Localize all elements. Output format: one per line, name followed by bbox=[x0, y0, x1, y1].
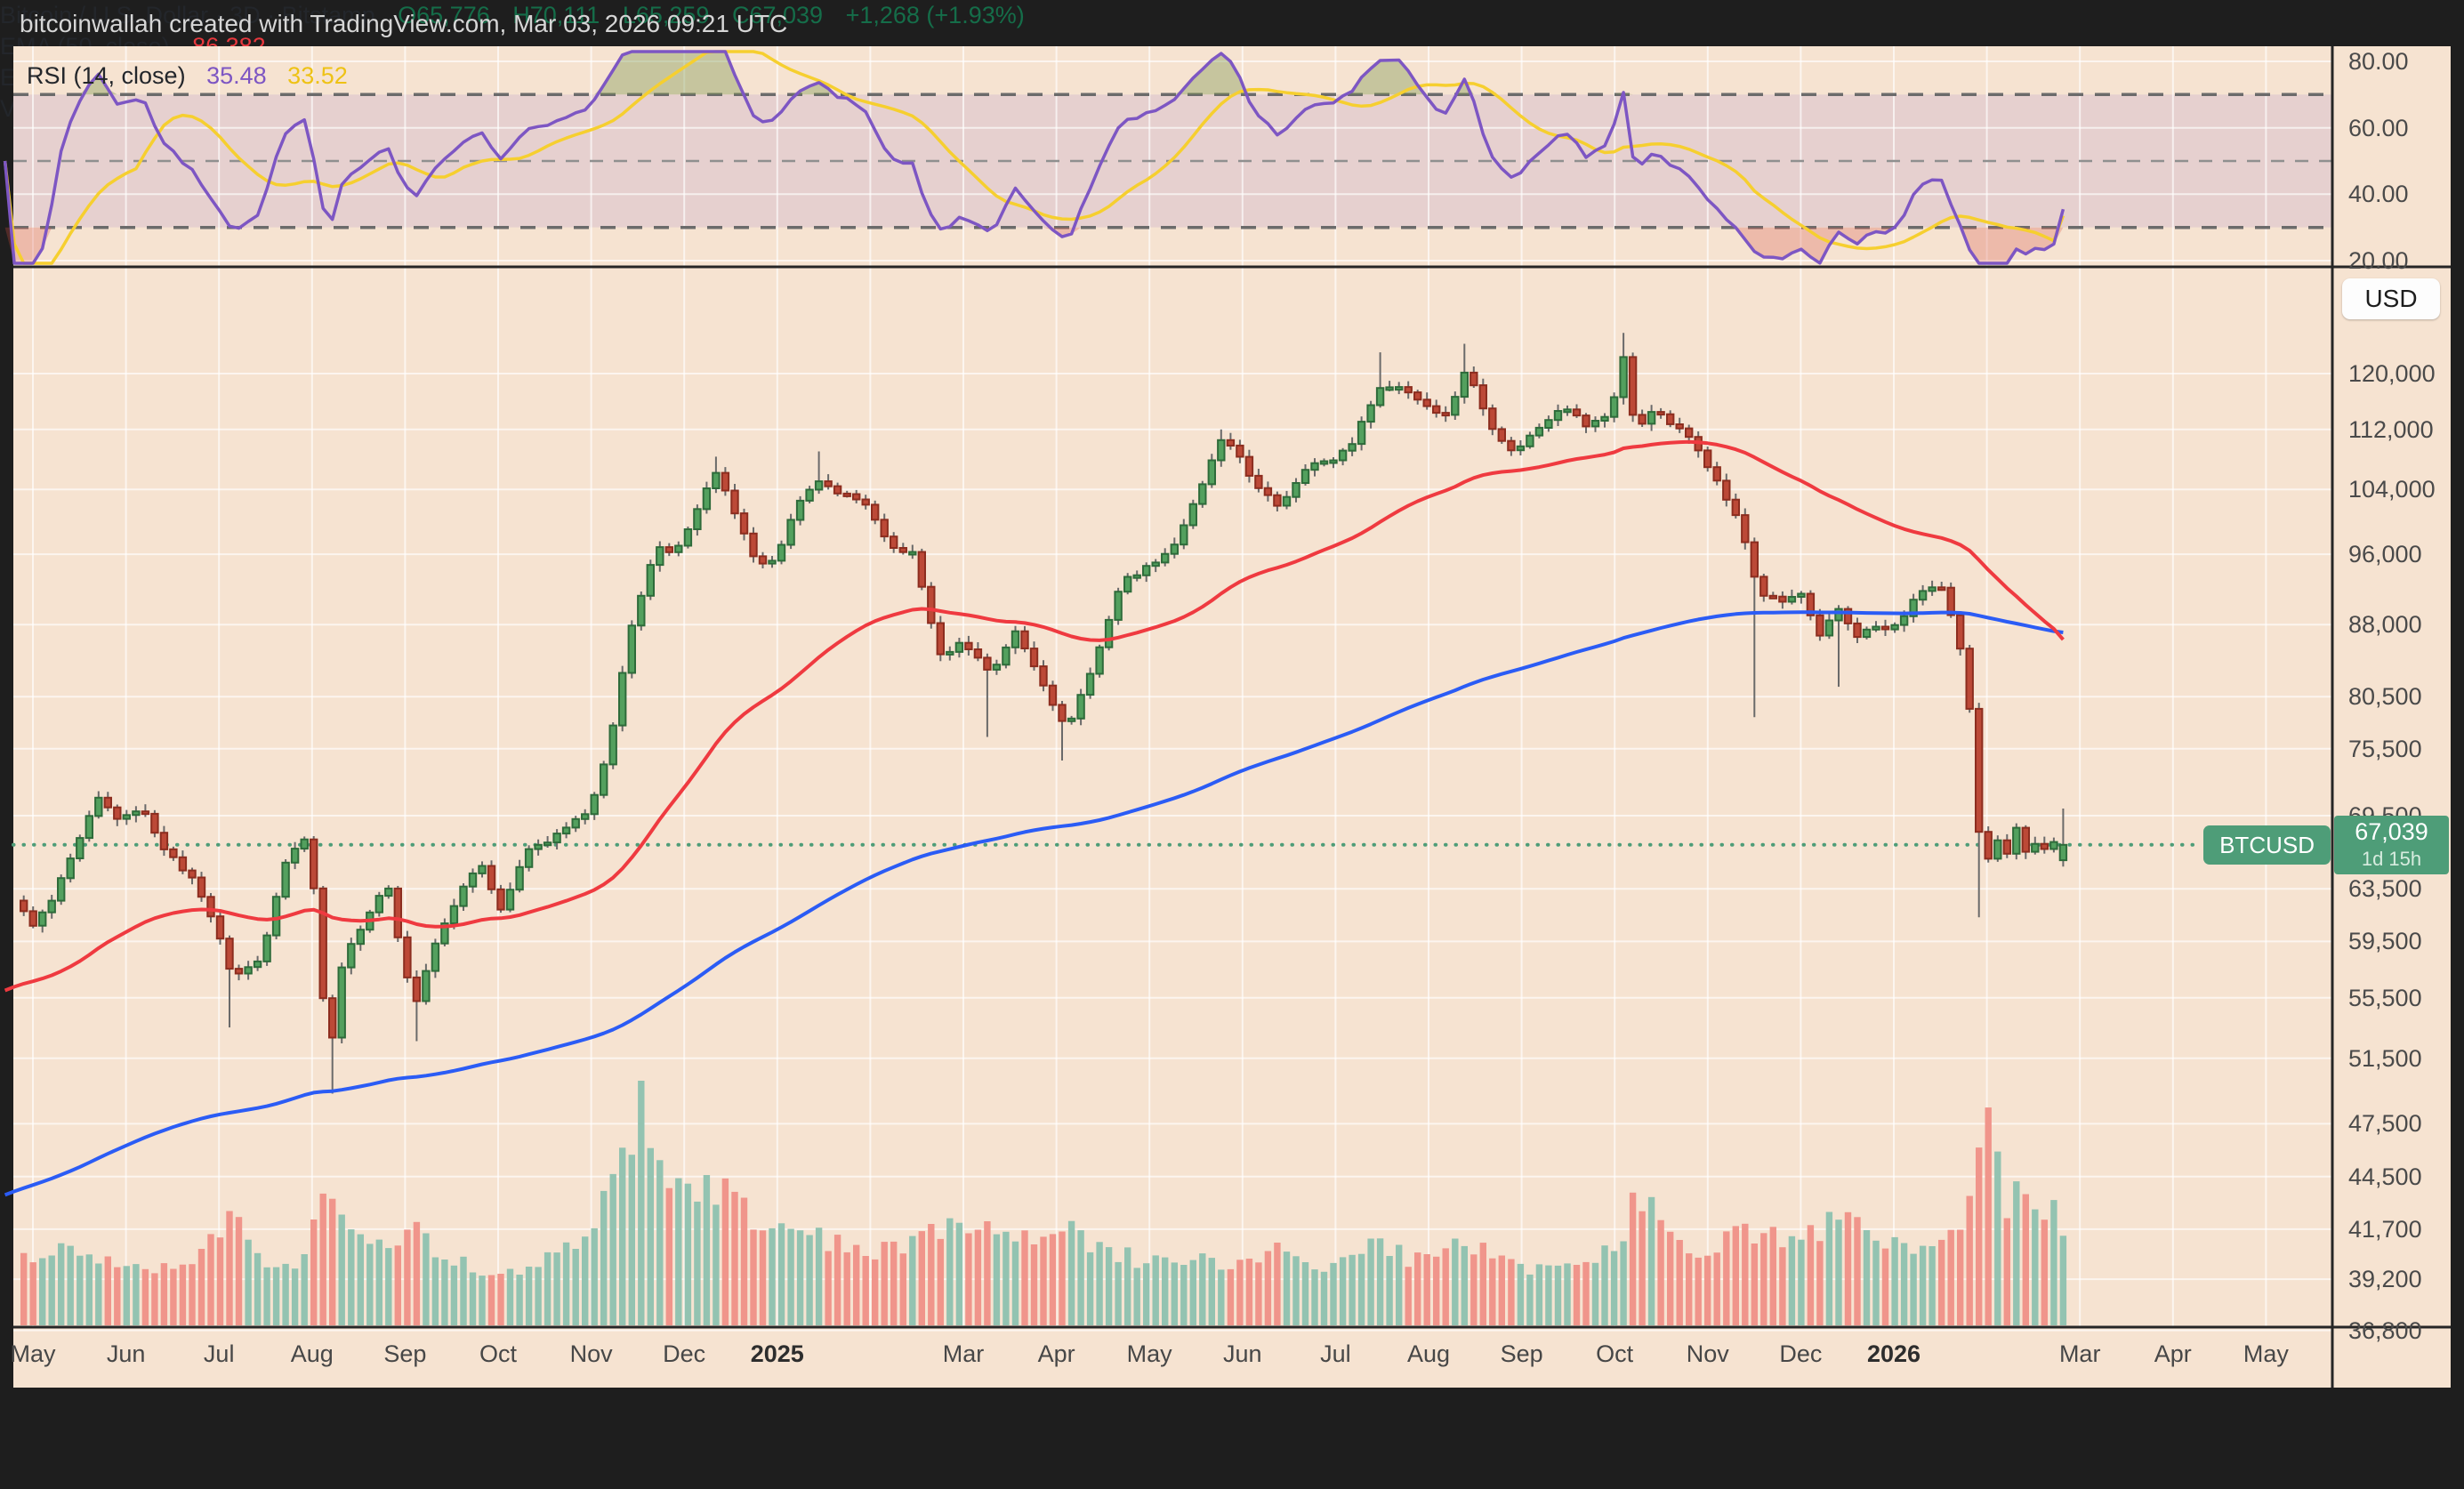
last-price-value: 67,039 bbox=[2355, 817, 2428, 845]
time-tick-label: Aug bbox=[290, 1340, 334, 1367]
ohlc-open: O65,776 bbox=[398, 2, 490, 28]
bar-countdown: 1d 15h bbox=[2361, 847, 2422, 870]
price-tick-label: 112,000 bbox=[2348, 415, 2434, 443]
price-tick-label: 80,500 bbox=[2348, 683, 2422, 711]
time-tick-label: Jul bbox=[203, 1340, 235, 1367]
price-tick-label: 55,500 bbox=[2348, 984, 2422, 1011]
price-tick-label: 47,500 bbox=[2348, 1110, 2422, 1138]
time-tick-label: Jun bbox=[106, 1340, 146, 1367]
chart-attribution-title: bitcoinwallah created with TradingView.c… bbox=[20, 10, 788, 37]
time-tick-label: Mar bbox=[942, 1340, 985, 1367]
time-axis[interactable]: May Jun Jul Aug Sep Oct Nov Dec 2025 Mar Apr May Jun… bbox=[10, 1327, 2451, 1388]
price-tick-label: 75,500 bbox=[2348, 735, 2422, 762]
time-tick-label: Dec bbox=[663, 1340, 706, 1367]
time-tick-label: Oct bbox=[479, 1340, 517, 1367]
rsi-tick-label: 60.00 bbox=[2348, 114, 2409, 141]
price-tick-label: 59,500 bbox=[2348, 928, 2422, 955]
rsi-value: 35.48 bbox=[206, 62, 267, 89]
price-tick-label: 88,000 bbox=[2348, 611, 2422, 639]
price-tick-label: 51,500 bbox=[2348, 1044, 2422, 1072]
time-tick-label: Dec bbox=[1779, 1340, 1823, 1367]
symbol-title: Bitcoin / U.S. Dollar · 3D · Bitstamp bbox=[0, 2, 375, 28]
price-tick-label: 41,700 bbox=[2348, 1215, 2422, 1243]
ohlc-low: L65,259 bbox=[622, 2, 710, 28]
symbol-price-label: BTCUSD bbox=[2203, 825, 2331, 865]
rsi-signal-value: 33.52 bbox=[287, 62, 348, 89]
time-tick-label: Oct bbox=[1596, 1340, 1634, 1367]
rsi-tick-label: 40.00 bbox=[2348, 181, 2409, 208]
time-tick-label: May bbox=[10, 1340, 56, 1367]
time-tick-label: 2026 bbox=[1866, 1340, 1921, 1367]
symbol-legend-row: Bitcoin / U.S. Dollar · 3D · Bitstamp O6… bbox=[0, 0, 2464, 31]
time-tick-label: Jul bbox=[1320, 1340, 1351, 1367]
last-price-badge: 67,039 1d 15h bbox=[2334, 815, 2449, 874]
time-tick-label: Sep bbox=[383, 1340, 427, 1367]
time-tick-label: May bbox=[2243, 1340, 2289, 1367]
price-tick-label: 96,000 bbox=[2348, 541, 2422, 568]
price-tick-label: 104,000 bbox=[2348, 476, 2436, 503]
currency-toggle-button[interactable]: USD bbox=[2342, 278, 2440, 319]
time-tick-label: Mar bbox=[2058, 1340, 2101, 1367]
time-tick-label: Sep bbox=[1500, 1340, 1543, 1367]
price-tick-label: 44,500 bbox=[2348, 1163, 2422, 1190]
ohlc-change: +1,268 (+1.93%) bbox=[845, 2, 1025, 28]
time-tick-label: Jun bbox=[1223, 1340, 1262, 1367]
price-tick-label: 63,500 bbox=[2348, 875, 2422, 903]
rsi-legend: RSI (14, close) 35.48 33.52 bbox=[27, 62, 348, 90]
ohlc-close: C67,039 bbox=[731, 2, 824, 28]
rsi-tick-label: 20.00 bbox=[2348, 246, 2409, 274]
price-tick-label: 36,800 bbox=[2348, 1316, 2422, 1344]
price-axis[interactable]: 80.00 60.00 40.00 20.00 120,000 112,000 104,00… bbox=[2334, 46, 2451, 1344]
footer-bar: TradingView bbox=[0, 1388, 2464, 1489]
time-tick-label: Nov bbox=[569, 1340, 613, 1367]
time-tick-label: Nov bbox=[1686, 1340, 1729, 1367]
rsi-legend-label: RSI (14, close) bbox=[27, 62, 186, 89]
time-tick-label: Aug bbox=[1406, 1340, 1451, 1367]
time-tick-label: May bbox=[1126, 1340, 1172, 1367]
price-tick-label: 120,000 bbox=[2348, 360, 2436, 387]
price-tick-label: 39,200 bbox=[2348, 1266, 2422, 1293]
ohlc-high: H70,111 bbox=[512, 2, 600, 28]
rsi-tick-label: 80.00 bbox=[2348, 48, 2409, 75]
time-tick-label: 2025 bbox=[750, 1340, 804, 1367]
time-tick-label: Apr bbox=[1037, 1340, 1075, 1367]
time-tick-label: Apr bbox=[2154, 1340, 2192, 1367]
